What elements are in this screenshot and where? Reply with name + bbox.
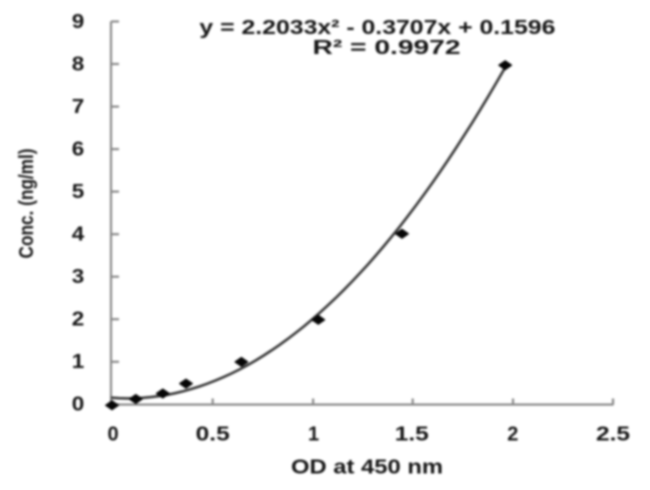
svg-text:0: 0 [107, 424, 118, 446]
svg-text:8: 8 [72, 53, 85, 75]
svg-text:7: 7 [72, 96, 85, 118]
svg-text:9: 9 [72, 11, 85, 33]
svg-text:4: 4 [72, 224, 85, 246]
svg-text:1: 1 [72, 351, 85, 373]
svg-text:2: 2 [72, 309, 85, 331]
svg-text:2: 2 [507, 424, 518, 446]
svg-text:2.5: 2.5 [596, 424, 630, 446]
svg-text:OD at 450 nm: OD at 450 nm [291, 457, 443, 479]
svg-text:1: 1 [308, 424, 319, 446]
svg-text:y = 2.2033x² - 0.3707x + 0.159: y = 2.2033x² - 0.3707x + 0.1596 [199, 17, 555, 39]
svg-text:5: 5 [72, 181, 85, 203]
svg-text:Conc. (ng/ml): Conc. (ng/ml) [16, 149, 38, 259]
svg-text:6: 6 [72, 138, 85, 160]
svg-text:0.5: 0.5 [196, 424, 230, 446]
svg-text:0: 0 [72, 394, 85, 416]
svg-text:3: 3 [72, 266, 85, 288]
svg-text:1.5: 1.5 [395, 424, 429, 446]
svg-text:R² = 0.9972: R² = 0.9972 [313, 37, 461, 59]
